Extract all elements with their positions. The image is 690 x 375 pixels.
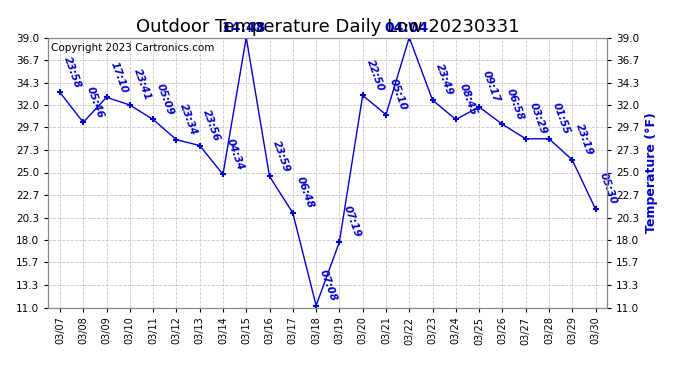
Text: 03:29: 03:29 — [528, 101, 549, 136]
Text: 17:10: 17:10 — [108, 60, 129, 94]
Text: 04:34: 04:34 — [225, 137, 246, 171]
Text: 23:56: 23:56 — [201, 108, 222, 142]
Text: 23:34: 23:34 — [178, 102, 199, 137]
Text: 22:50: 22:50 — [364, 58, 385, 93]
Text: 07:08: 07:08 — [318, 268, 339, 303]
Text: 05:46: 05:46 — [85, 85, 106, 120]
Text: 06:58: 06:58 — [504, 87, 525, 122]
Text: 05:30: 05:30 — [598, 172, 618, 206]
Text: Copyright 2023 Cartronics.com: Copyright 2023 Cartronics.com — [51, 43, 215, 53]
Text: 05:10: 05:10 — [388, 77, 408, 112]
Text: 06:48: 06:48 — [295, 176, 315, 210]
Text: 04:04: 04:04 — [385, 21, 429, 34]
Title: Outdoor Temperature Daily Low 20230331: Outdoor Temperature Daily Low 20230331 — [136, 18, 520, 36]
Text: 23:58: 23:58 — [62, 55, 83, 90]
Text: 09:17: 09:17 — [481, 69, 502, 104]
Text: 01:55: 01:55 — [551, 101, 571, 136]
Y-axis label: Temperature (°F): Temperature (°F) — [645, 112, 658, 233]
Text: 05:09: 05:09 — [155, 82, 176, 117]
Text: 23:19: 23:19 — [574, 123, 595, 157]
Text: 23:59: 23:59 — [271, 139, 292, 174]
Text: 23:41: 23:41 — [132, 68, 152, 102]
Text: 23:49: 23:49 — [435, 63, 455, 97]
Text: 08:45: 08:45 — [457, 82, 478, 117]
Text: 14:48: 14:48 — [221, 21, 266, 34]
Text: 07:19: 07:19 — [342, 204, 362, 239]
